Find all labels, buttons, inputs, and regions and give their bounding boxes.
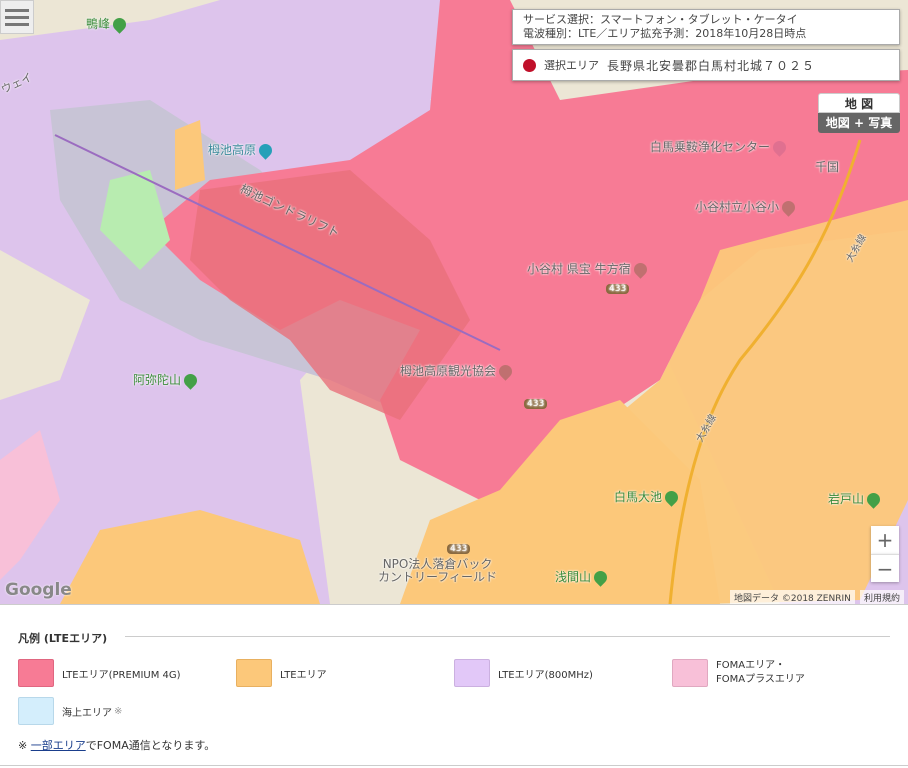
legend-label: LTEエリア(PREMIUM 4G) xyxy=(62,669,181,681)
area-lte xyxy=(175,120,205,190)
divider xyxy=(125,636,890,637)
legend: 凡例 (LTEエリア) LTEエリア(PREMIUM 4G) LTEエリア LT… xyxy=(0,604,908,768)
place-label: 白馬大池 xyxy=(614,488,681,507)
selected-area-box: 選択エリア 長野県北安曇郡白馬村北城７０２５ xyxy=(512,49,900,81)
place-label: 阿弥陀山 xyxy=(133,371,200,390)
mountain-icon xyxy=(864,490,883,509)
coverage-map[interactable]: 鴨峰 栂池高原 栂池ゴンドラリフト ウェイ 白馬乗鞍浄化センター 千国 小谷村立… xyxy=(0,0,908,604)
legend-title: 凡例 (LTEエリア) xyxy=(18,632,108,645)
divider xyxy=(0,765,908,766)
legend-item-marine: 海上エリア ※ xyxy=(18,697,122,725)
legend-item-premium: LTEエリア(PREMIUM 4G) xyxy=(18,659,181,687)
note-prefix: ※ xyxy=(18,739,31,752)
place-label: 栂池高原 xyxy=(208,141,275,160)
route-shield: 433 xyxy=(524,399,548,409)
coverage-overlay xyxy=(0,0,908,604)
facility-icon xyxy=(496,362,515,381)
legend-swatch xyxy=(18,659,54,687)
partial-area-link[interactable]: 一部エリア xyxy=(30,739,86,752)
place-label: 鴨峰 xyxy=(86,15,129,34)
legend-swatch xyxy=(18,697,54,725)
selected-area-value: 長野県北安曇郡白馬村北城７０２５ xyxy=(607,58,816,73)
gondola-line xyxy=(54,134,501,351)
place-label: 小谷村立小谷小 xyxy=(695,198,798,217)
mountain-icon xyxy=(110,15,129,34)
terms-link[interactable]: 利用規約 xyxy=(860,590,905,604)
service-info-box: サービス選択：スマートフォン・タブレット・ケータイ 電波種別：LTE／エリア拡充… xyxy=(512,9,900,45)
pin-icon xyxy=(523,58,536,72)
legend-item-foma: FOMAエリア・ FOMAプラスエリア xyxy=(672,659,805,687)
place-label: 小谷村 県宝 牛方宿 xyxy=(527,260,650,279)
google-logo: Google xyxy=(5,580,72,600)
map-type-map-button[interactable]: 地 図 xyxy=(818,93,900,113)
place-label: 浅間山 xyxy=(555,568,610,587)
legend-note: ※ 一部エリアでFOMA通信となります。 xyxy=(18,737,215,753)
legend-label: 海上エリア xyxy=(62,707,112,719)
mountain-icon xyxy=(662,488,681,507)
landmark-icon xyxy=(630,260,650,279)
legend-swatch xyxy=(672,659,708,687)
menu-button[interactable] xyxy=(0,0,34,34)
legend-swatch xyxy=(236,659,272,687)
place-label: 千国 xyxy=(815,160,840,174)
legend-mark: ※ xyxy=(114,705,123,717)
area-lte xyxy=(60,510,320,604)
zoom-out-button[interactable]: − xyxy=(871,554,899,582)
route-road xyxy=(668,139,862,604)
place-label: 岩戸山 xyxy=(828,490,883,509)
map-copyright: 地図データ ©2018 ZENRIN xyxy=(730,590,855,604)
area-foma xyxy=(0,430,60,580)
ski-icon xyxy=(256,141,275,160)
area-premium-dark xyxy=(190,170,470,420)
area-premium xyxy=(150,0,908,500)
service-text: サービス選択：スマートフォン・タブレット・ケータイ xyxy=(523,13,798,26)
map-type-hybrid-button[interactable]: 地図 + 写真 xyxy=(818,113,900,133)
place-label: 栂池高原観光協会 xyxy=(400,362,515,381)
legend-item-lte: LTEエリア xyxy=(236,659,327,687)
area-green xyxy=(100,170,170,270)
radio-text: 電波種別：LTE／エリア拡充予測：2018年10月28日時点 xyxy=(523,27,807,40)
route-shield: 433 xyxy=(606,284,630,294)
route-shield: 433 xyxy=(447,544,471,554)
legend-label: LTEエリア(800MHz) xyxy=(498,669,593,681)
zoom-in-button[interactable]: + xyxy=(871,526,899,554)
mountain-icon xyxy=(181,371,200,390)
school-icon xyxy=(779,198,798,217)
legend-swatch xyxy=(454,659,490,687)
selected-area-label: 選択エリア xyxy=(544,59,599,72)
mountain-icon xyxy=(591,568,610,587)
legend-item-800mhz: LTEエリア(800MHz) xyxy=(454,659,593,687)
place-label: NPO法人落倉バック カントリーフィールド xyxy=(378,557,498,584)
legend-label: LTEエリア xyxy=(280,669,327,681)
note-suffix: でFOMA通信となります。 xyxy=(85,739,216,752)
place-label: 白馬乗鞍浄化センター xyxy=(650,138,789,157)
legend-label: FOMAエリア・ FOMAプラスエリア xyxy=(716,660,805,685)
area-lte xyxy=(400,400,720,604)
facility-icon xyxy=(770,138,789,157)
